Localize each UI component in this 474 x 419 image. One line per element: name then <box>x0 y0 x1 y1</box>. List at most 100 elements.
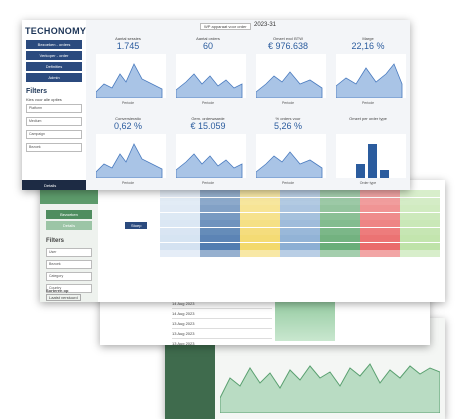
heat-cell <box>160 235 200 242</box>
kpi-label: Gem. orderwaarde <box>191 116 225 121</box>
heat-cell <box>360 227 400 235</box>
area-chart <box>220 363 440 413</box>
kpi-label: % orders voor <box>275 116 301 121</box>
axis-label: Order type <box>359 181 377 185</box>
heat-cell <box>200 242 240 250</box>
kpi-card: Aantal orders 60 Periode <box>170 36 246 110</box>
kpi-label: Conversieratio <box>115 116 141 121</box>
button[interactable]: Stoep <box>125 222 148 229</box>
main-dashboard: TECHONOMY Bezoeken - orders Verkoper - or… <box>22 20 410 190</box>
kpi-value: 5,26 % <box>273 121 303 131</box>
nav-button[interactable]: Admin <box>26 73 82 82</box>
kpi-card: Aantal sessies 1.745 Periode <box>90 36 166 110</box>
heat-cell <box>400 227 440 235</box>
area <box>96 63 163 98</box>
date-cell: 13 Aug 2023 <box>172 329 272 339</box>
kpi-label: Aantal sessies <box>115 36 141 41</box>
heat-table <box>160 190 445 260</box>
filters-title: Filters <box>26 88 48 95</box>
details: Details <box>44 183 57 188</box>
heat-cell <box>240 220 280 227</box>
kpi-label: Omzet excl BTW <box>272 36 303 41</box>
filter-field[interactable]: Bezoek <box>46 260 92 269</box>
heat-cell <box>200 212 240 220</box>
brand: TECHONOMY <box>25 26 87 36</box>
heat-cell <box>200 220 240 227</box>
filter-field[interactable]: Medium <box>26 117 82 126</box>
filter-field[interactable]: Bezoek <box>26 143 82 152</box>
date-cell: 14 Aug 2023 <box>172 299 272 309</box>
axis-label: Periode <box>201 101 215 105</box>
heat-cell <box>240 190 280 197</box>
heat-cell <box>320 220 360 227</box>
kpi-card: % orders voor 5,26 % Periode <box>250 116 326 190</box>
kpi-label: Omzet per order type <box>349 116 387 121</box>
axis-label: Periode <box>121 101 135 105</box>
sort-select[interactable]: Laatst verstuurd <box>46 294 81 301</box>
heat-cell <box>400 190 440 197</box>
header-label: WP apparaat voor order <box>200 23 251 30</box>
heat-cell <box>240 250 280 257</box>
heat-cell <box>400 242 440 250</box>
heat-cell <box>320 242 360 250</box>
sidebar: TECHONOMY Bezoeken - orders Verkoper - or… <box>22 20 86 190</box>
axis-label: Periode <box>201 181 215 185</box>
filter-field[interactable]: Platform <box>26 104 82 113</box>
heat-cell <box>320 227 360 235</box>
nav-button[interactable]: Verkoper - order <box>26 51 82 60</box>
heat-cell <box>280 197 320 205</box>
sort-title: Sorteren op <box>46 288 69 293</box>
heat-cell <box>280 212 320 220</box>
heat-cell <box>160 205 200 212</box>
kpi-label: Marge <box>362 36 374 41</box>
date-cell: 13 Aug 2023 <box>172 319 272 329</box>
kpi-value: 1.745 <box>116 41 140 51</box>
heat-cell <box>280 205 320 212</box>
heat-cell <box>400 212 440 220</box>
heat-cell <box>160 242 200 250</box>
heat-cell <box>160 250 200 257</box>
nav-button[interactable]: Bezoeken <box>46 210 92 219</box>
heat-cell <box>240 197 280 205</box>
bar <box>368 144 377 178</box>
kpi-card: Marge 22,16 % Periode <box>330 36 406 110</box>
kpi-card: Gem. orderwaarde € 15.059 Periode <box>170 116 246 190</box>
kpi-value: 22,16 % <box>351 41 385 51</box>
filter-field[interactable]: User <box>46 248 92 257</box>
heat-cell <box>360 205 400 212</box>
axis-label: Periode <box>281 181 295 185</box>
heat-cell <box>320 190 360 197</box>
heat-cell <box>240 235 280 242</box>
heat-cell <box>360 190 400 197</box>
nav-button[interactable]: Definities <box>26 62 82 71</box>
heat-cell <box>280 227 320 235</box>
nav-button[interactable]: Details <box>46 221 92 230</box>
area <box>256 151 323 178</box>
filter-field[interactable]: Country <box>46 284 92 293</box>
area <box>220 363 440 413</box>
area <box>256 71 323 98</box>
kpi-card: Omzet per order type Order type <box>330 116 406 190</box>
heat-cell <box>160 190 200 197</box>
heat-cell <box>320 235 360 242</box>
kpi-value: 0,62 % <box>113 121 143 131</box>
details-bar[interactable]: Details <box>22 180 86 190</box>
heat-cell <box>200 227 240 235</box>
heat-cell <box>160 220 200 227</box>
kpi-value: € 976.638 <box>267 41 309 51</box>
nav-button[interactable]: Bezoeken - orders <box>26 40 82 49</box>
heat-cell <box>320 250 360 257</box>
axis-label: Periode <box>121 181 135 185</box>
filter-field[interactable]: Campaign <box>26 130 82 139</box>
filter-field[interactable]: Category <box>46 272 92 281</box>
mini-chart <box>256 134 326 178</box>
mini-chart <box>336 54 406 98</box>
heat-cell <box>360 197 400 205</box>
mini-chart <box>176 54 246 98</box>
heat-cell <box>200 250 240 257</box>
heat-cell <box>320 205 360 212</box>
heat-cell <box>400 235 440 242</box>
mini-chart <box>336 134 406 178</box>
period: 2023-31 <box>254 22 277 28</box>
heat-cell <box>240 212 280 220</box>
